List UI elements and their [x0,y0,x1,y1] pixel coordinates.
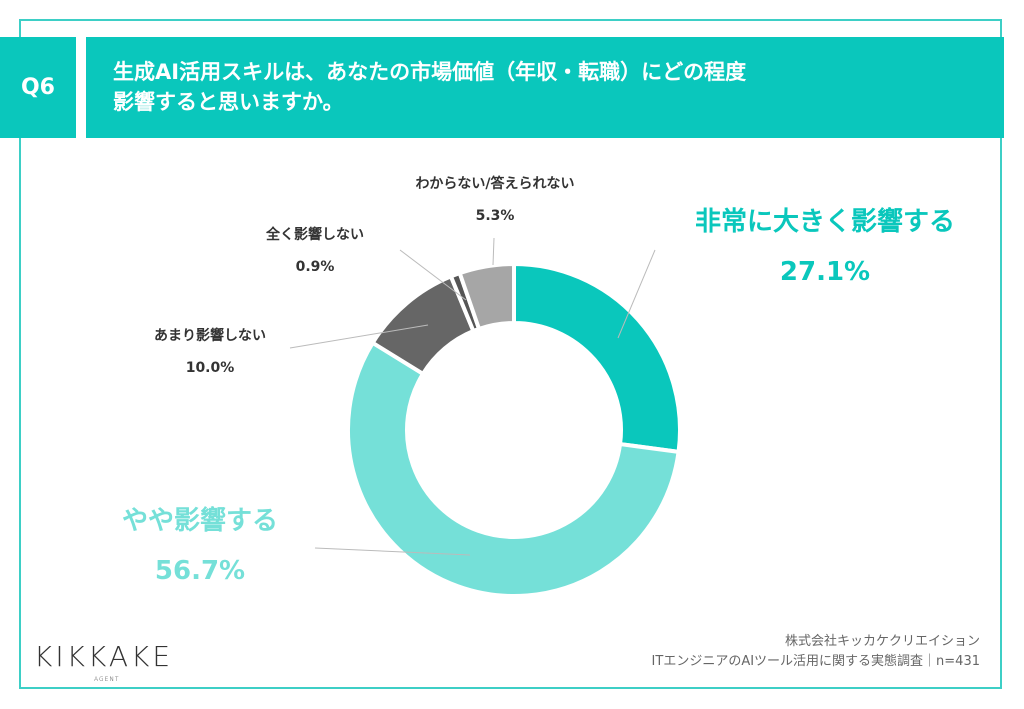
kikkake-logo: KIKKAKE AGENT [34,640,174,683]
leader-line-3 [399,249,467,301]
value-label: 5.3% [475,208,515,224]
category-label: あまり影響しない [154,328,266,344]
slice-1 [346,340,681,598]
slice-4 [457,261,516,332]
category-label: やや影響する [121,506,278,536]
value-label: 10.0% [185,360,235,376]
survey-info: ITエンジニアのAIツール活用に関する実態調査｜n=431 [651,654,980,669]
label-unknown: わからない/答えられない 5.3% [370,174,620,226]
leader-line-2 [289,324,429,349]
category-label: 非常に大きく影響する [694,207,955,237]
question-title: 生成AI活用スキルは、あなたの市場価値（年収・転職）にどの程度 影響すると思いま… [86,37,1004,138]
label-somewhat: やや影響する 56.7% [90,503,310,589]
value-label: 56.7% [154,556,246,586]
question-number: Q6 [0,37,76,138]
label-not-much: あまり影響しない 10.0% [120,326,300,378]
category-label: 全く影響しない [266,227,364,243]
logo-subtext: AGENT [94,676,120,683]
leader-line-1 [314,547,471,556]
leader-line-4 [492,237,495,266]
label-not-at-all: 全く影響しない 0.9% [225,225,405,277]
leader-line-0 [617,249,656,339]
logo-text: KIKKAKE [34,640,174,673]
credit: 株式会社キッカケクリエイション ITエンジニアのAIツール活用に関する実態調査｜… [652,632,980,672]
label-very-large: 非常に大きく影響する 27.1% [660,204,990,290]
company-name: 株式会社キッカケクリエイション [784,634,980,649]
title-line-1: 生成AI活用スキルは、あなたの市場価値（年収・転職）にどの程度 [113,60,747,84]
leader-lines [289,237,656,556]
value-label: 27.1% [779,257,871,287]
page-frame [19,19,1002,689]
category-label: わからない/答えられない [415,176,575,192]
value-label: 0.9% [295,259,335,275]
title-line-2: 影響すると思いますか。 [113,90,344,114]
slice-0 [512,261,682,455]
